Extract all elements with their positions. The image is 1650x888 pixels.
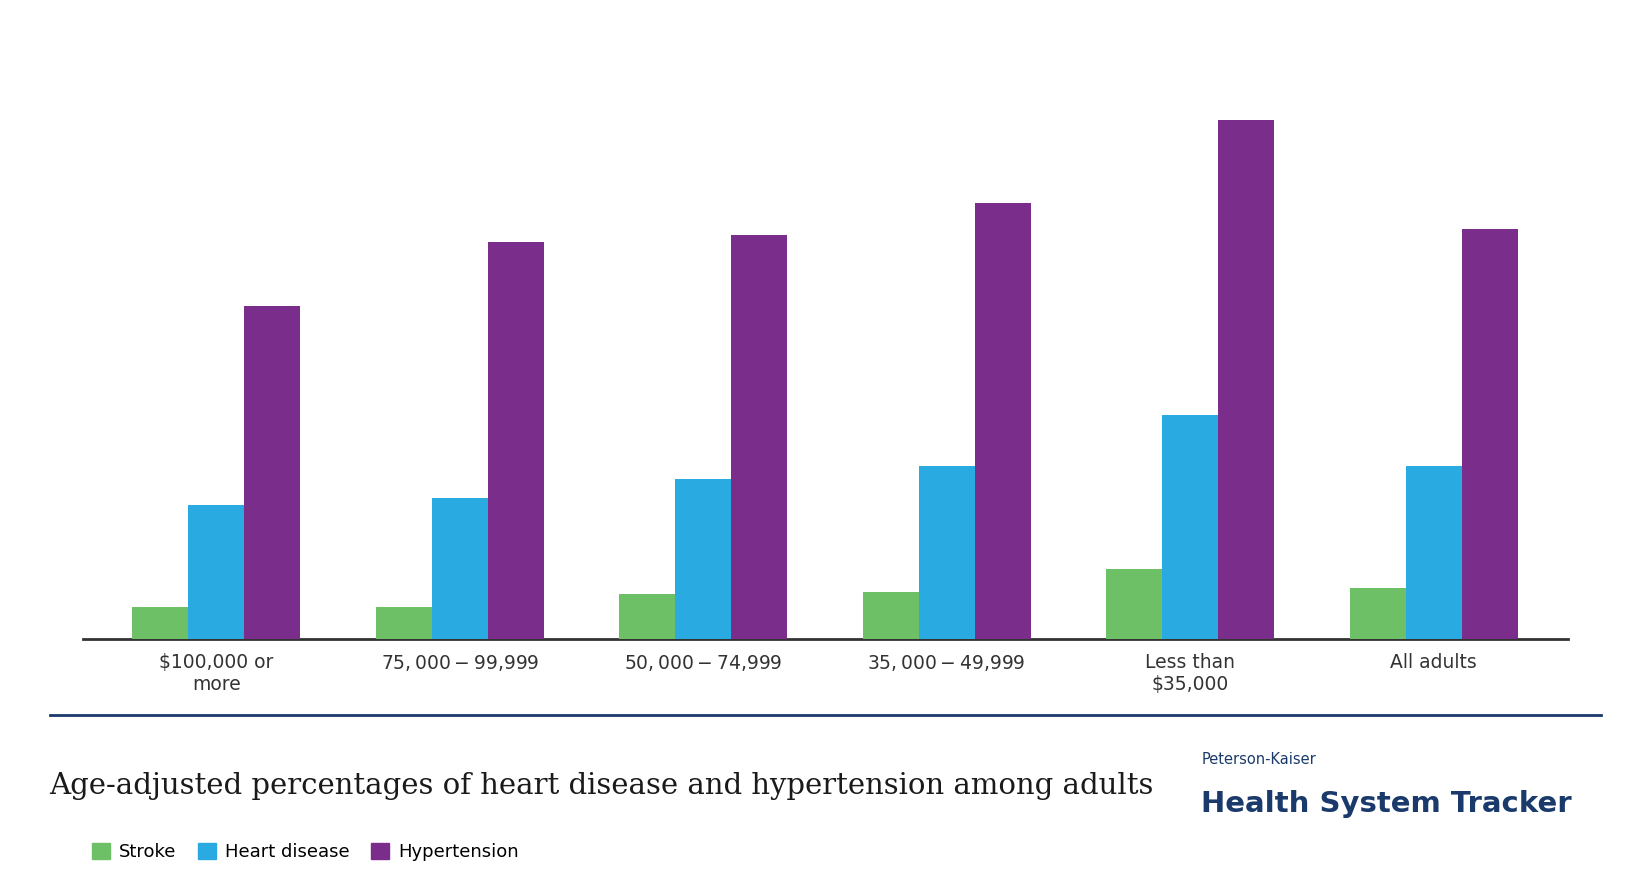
Bar [1106, 569, 1162, 639]
Bar [1462, 229, 1518, 639]
Bar [975, 203, 1031, 639]
Bar [619, 594, 675, 639]
Text: Health System Tracker: Health System Tracker [1201, 789, 1572, 818]
Text: Peterson-Kaiser: Peterson-Kaiser [1201, 752, 1317, 766]
Bar [432, 498, 488, 639]
Bar [188, 504, 244, 639]
Legend: Stroke, Heart disease, Hypertension: Stroke, Heart disease, Hypertension [91, 843, 518, 861]
Bar [919, 466, 975, 639]
Bar [1350, 588, 1406, 639]
Bar [1406, 466, 1462, 639]
Bar [675, 479, 731, 639]
Bar [1162, 415, 1218, 639]
Bar [1218, 120, 1274, 639]
Bar [376, 607, 432, 639]
Bar [488, 242, 544, 639]
Bar [244, 305, 300, 639]
Bar [863, 592, 919, 639]
Text: Age-adjusted percentages of heart disease and hypertension among adults: Age-adjusted percentages of heart diseas… [50, 772, 1153, 800]
Bar [731, 235, 787, 639]
Bar [132, 607, 188, 639]
